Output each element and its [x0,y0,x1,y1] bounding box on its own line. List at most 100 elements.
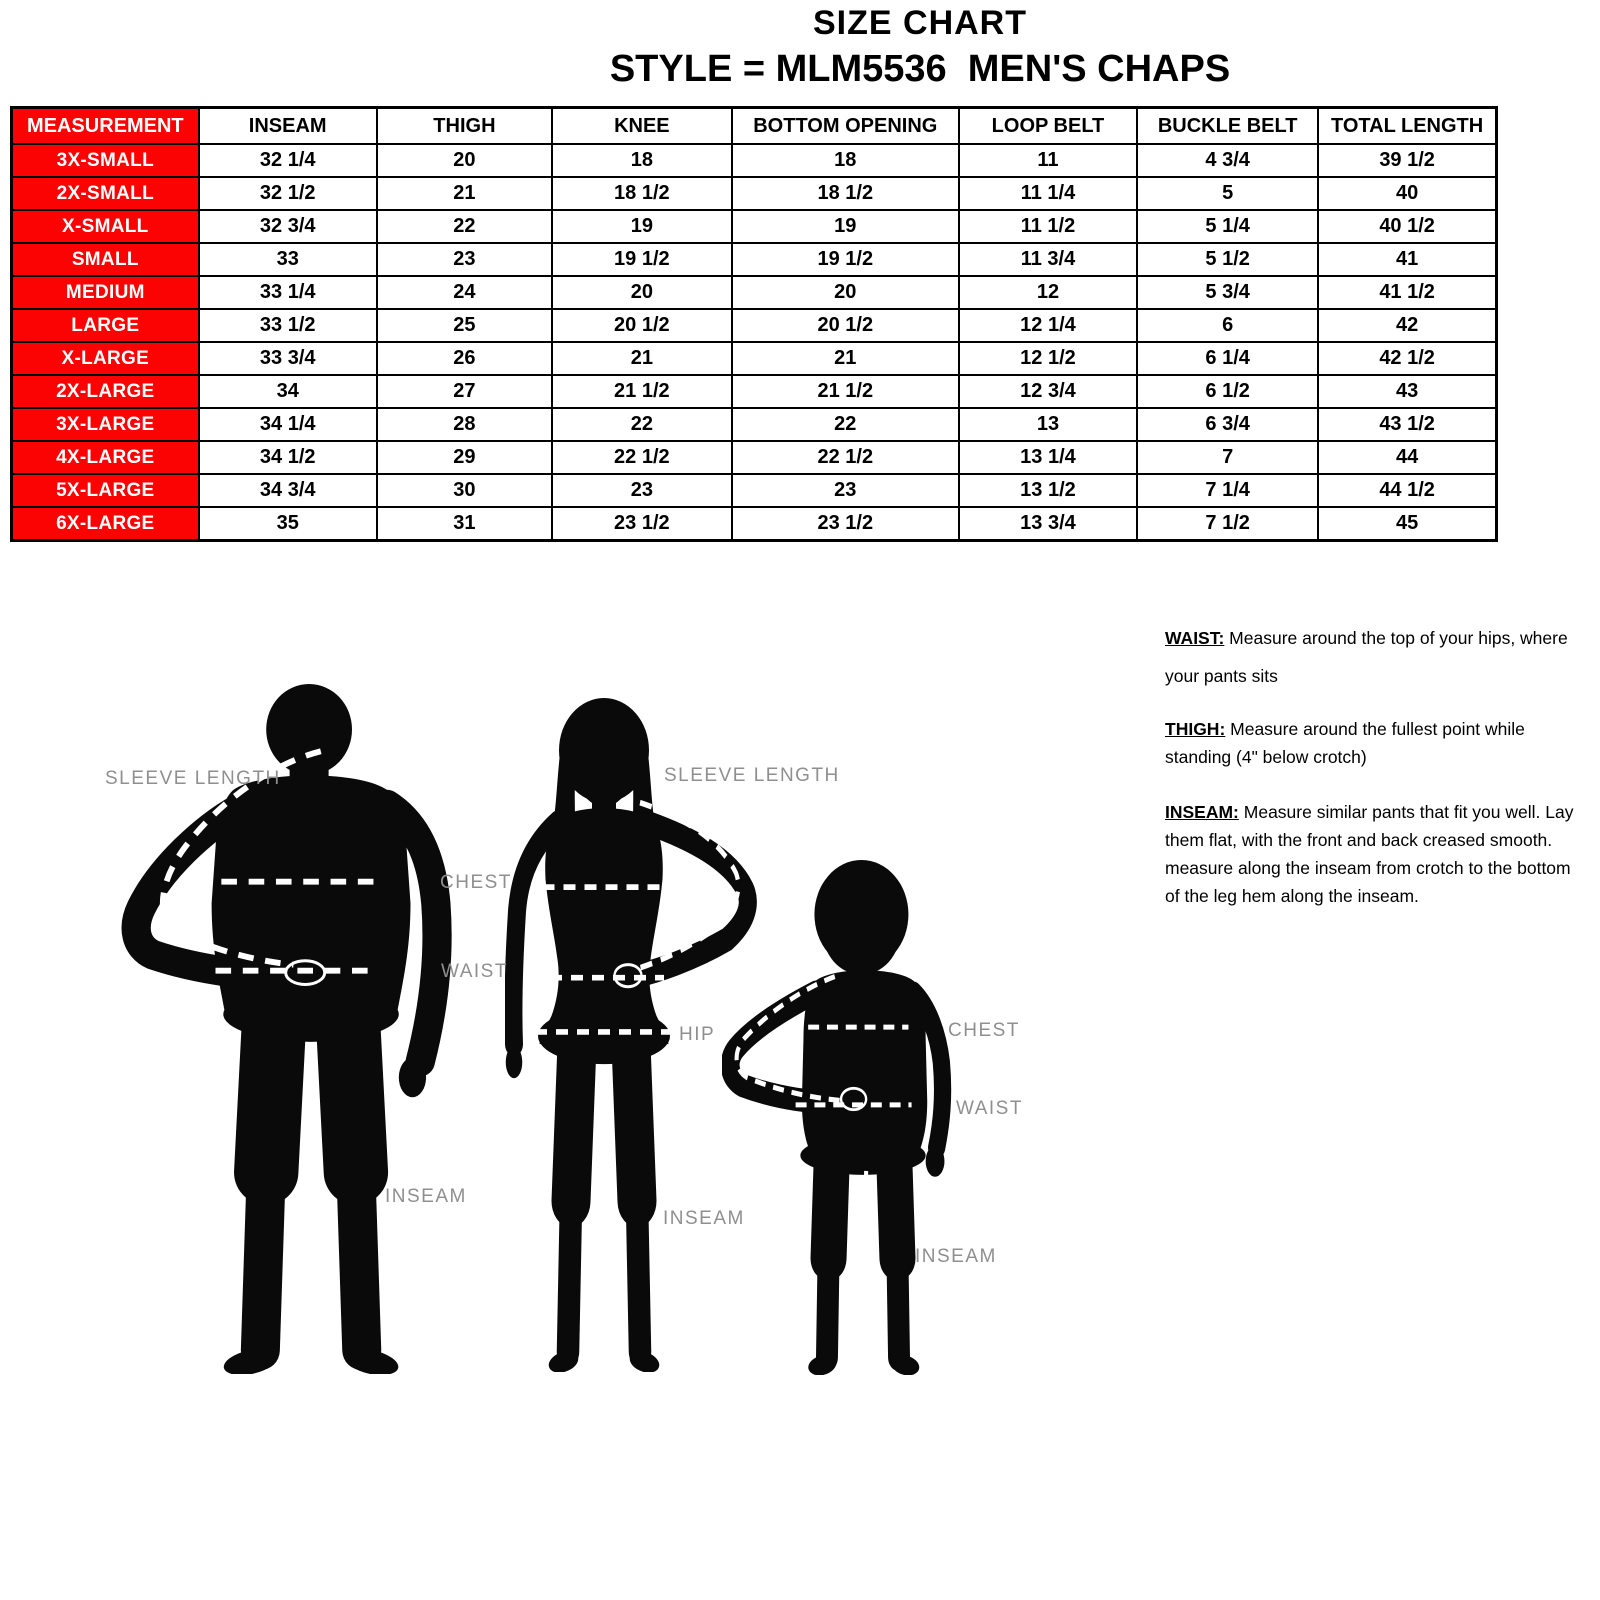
cell-small-bottom-opening: 19 1/2 [730,242,960,277]
size-row-small: SMALL 33 23 19 1/2 19 1/2 11 3/4 5 1/2 41 [10,242,1498,277]
man-waist-label: WAIST [441,961,508,982]
instruction-waist: WAIST: Measure around the top of your hi… [1165,620,1585,695]
cell-large-knee: 20 1/2 [551,308,733,343]
child-right-arm [904,981,952,1159]
cell-2x-small-buckle-belt: 5 [1136,176,1320,211]
cell-3x-large-thigh: 28 [375,407,554,442]
size-name-6x-large: 6X-LARGE [10,506,200,542]
column-header-measurement: MEASUREMENT [10,106,200,145]
child-inseam-line [860,1170,869,1360]
cell-4x-large-inseam: 34 1/2 [197,440,378,475]
woman-sleeve-length-label: SLEEVE LENGTH [664,765,840,786]
cell-x-large-bottom-opening: 21 [730,341,960,376]
size-name-3x-large: 3X-LARGE [10,407,200,442]
size-row-5x-large: 5X-LARGE 34 3/4 30 23 23 13 1/2 7 1/4 44 1/2 [10,473,1498,508]
column-header-knee: KNEE [551,106,733,145]
size-table: MEASUREMENT INSEAM THIGH KNEE BOTTOM OPENING… [10,106,1498,542]
size-row-2x-large: 2X-LARGE 34 27 21 1/2 21 1/2 12 3/4 6 1/2 43 [10,374,1498,409]
cell-4x-large-buckle-belt: 7 [1136,440,1320,475]
woman-inseam-line [594,1076,607,1357]
cell-6x-large-loop-belt: 13 3/4 [957,506,1139,542]
cell-2x-large-thigh: 27 [375,374,554,409]
cell-3x-small-knee: 18 [551,143,733,178]
cell-6x-large-inseam: 35 [197,506,378,542]
size-name-2x-small: 2X-SMALL [10,176,200,211]
man-torso [211,775,411,1015]
cell-small-inseam: 33 [197,242,378,277]
cell-x-small-loop-belt: 11 1/2 [957,209,1139,244]
cell-x-large-knee: 21 [551,341,733,376]
cell-5x-large-buckle-belt: 7 1/4 [1136,473,1320,508]
cell-3x-small-bottom-opening: 18 [730,143,960,178]
cell-3x-large-inseam: 34 1/4 [197,407,378,442]
cell-3x-small-loop-belt: 11 [957,143,1139,178]
cell-2x-large-inseam: 34 [197,374,378,409]
measurement-instructions: WAIST: Measure around the top of your hi… [1165,620,1585,937]
cell-2x-large-loop-belt: 12 3/4 [957,374,1139,409]
cell-2x-large-buckle-belt: 6 1/2 [1136,374,1320,409]
cell-large-loop-belt: 12 1/4 [957,308,1139,343]
title-block: SIZE CHART STYLE = MLM5536 MEN'S CHAPS [240,4,1600,91]
man-sleeve-length-label: SLEEVE LENGTH [105,768,281,789]
cell-3x-large-knee: 22 [551,407,733,442]
woman-bent-arm [628,810,757,988]
cell-2x-large-bottom-opening: 21 1/2 [730,374,960,409]
woman-silhouette [505,698,757,1372]
cell-2x-large-knee: 21 1/2 [551,374,733,409]
cell-small-thigh: 23 [375,242,554,277]
cell-3x-small-buckle-belt: 4 3/4 [1136,143,1320,178]
cell-medium-buckle-belt: 5 3/4 [1136,275,1320,310]
child-waist-label: WAIST [956,1098,1023,1119]
instruction-waist-term: WAIST: [1165,628,1225,648]
man-head [266,683,352,775]
cell-x-small-buckle-belt: 5 1/4 [1136,209,1320,244]
page-title: SIZE CHART [813,4,1027,42]
size-name-medium: MEDIUM [10,275,200,310]
cell-6x-large-knee: 23 1/2 [551,506,733,542]
cell-6x-large-thigh: 31 [375,506,554,542]
cell-x-large-buckle-belt: 6 1/4 [1136,341,1320,376]
man-chest-label: CHEST [440,872,512,893]
column-header-total-length: TOTAL LENGTH [1317,106,1498,145]
instruction-thigh: THIGH: Measure around the fullest point … [1165,715,1585,771]
page-subtitle: STYLE = MLM5536 MEN'S CHAPS [609,48,1231,90]
cell-medium-thigh: 24 [375,275,554,310]
column-header-loop-belt: LOOP BELT [957,106,1139,145]
man-right-arm [372,789,452,1077]
man-silhouette [121,683,452,1374]
cell-large-thigh: 25 [375,308,554,343]
cell-3x-small-thigh: 20 [375,143,554,178]
cell-medium-inseam: 33 1/4 [197,275,378,310]
cell-2x-small-bottom-opening: 18 1/2 [730,176,960,211]
column-header-buckle-belt: BUCKLE BELT [1136,106,1320,145]
cell-small-total-length: 41 [1317,242,1498,277]
size-row-x-large: X-LARGE 33 3/4 26 21 21 12 1/2 6 1/4 42 1/2 [10,341,1498,376]
size-name-x-small: X-SMALL [10,209,200,244]
cell-5x-large-total-length: 44 1/2 [1317,473,1498,508]
cell-2x-small-total-length: 40 [1317,176,1498,211]
cell-5x-large-bottom-opening: 23 [730,473,960,508]
cell-3x-large-total-length: 43 1/2 [1317,407,1498,442]
cell-x-small-total-length: 40 1/2 [1317,209,1498,244]
size-row-6x-large: 6X-LARGE 35 31 23 1/2 23 1/2 13 3/4 7 1/2 45 [10,506,1498,542]
cell-3x-small-total-length: 39 1/2 [1317,143,1498,178]
cell-4x-large-knee: 22 1/2 [551,440,733,475]
man-inseam-label: INSEAM [385,1186,467,1207]
woman-sleeve-line [633,799,741,973]
instruction-thigh-text: Measure around the fullest point while s… [1165,719,1525,768]
cell-x-large-total-length: 42 1/2 [1317,341,1498,376]
size-row-medium: MEDIUM 33 1/4 24 20 20 12 5 3/4 41 1/2 [10,275,1498,310]
size-row-3x-large: 3X-LARGE 34 1/4 28 22 22 13 6 3/4 43 1/2 [10,407,1498,442]
cell-2x-small-thigh: 21 [375,176,554,211]
child-sleeve-line [734,974,848,1104]
cell-medium-knee: 20 [551,275,733,310]
size-name-small: SMALL [10,242,200,277]
man-sleeve-line [159,748,322,968]
instruction-waist-text: Measure around the top of your hips, whe… [1165,628,1568,686]
cell-5x-large-knee: 23 [551,473,733,508]
cell-2x-small-knee: 18 1/2 [551,176,733,211]
woman-inseam-label: INSEAM [663,1208,745,1229]
man-inseam-line [300,1051,314,1359]
cell-5x-large-loop-belt: 13 1/2 [957,473,1139,508]
column-header-inseam: INSEAM [197,106,378,145]
